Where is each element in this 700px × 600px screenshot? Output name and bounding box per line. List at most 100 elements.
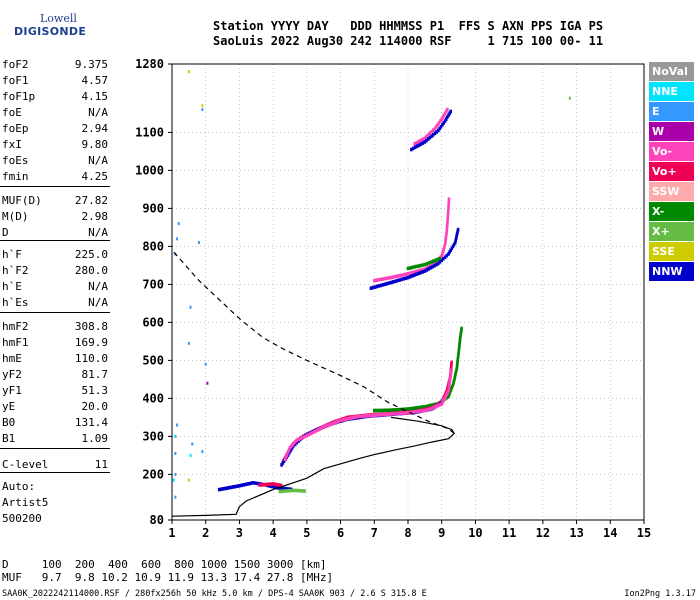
series-vo- xyxy=(258,482,283,488)
echo-point xyxy=(447,252,450,256)
param-row: M(D) 2.98 xyxy=(2,210,108,226)
echo-point xyxy=(197,241,200,245)
echo-point xyxy=(447,202,450,206)
series-x- xyxy=(568,96,571,100)
footer-muf-row: MUF 9.7 9.8 10.2 10.9 11.9 13.3 17.4 27.… xyxy=(2,571,334,584)
profile-extrapolation-line xyxy=(171,249,455,434)
echo-point xyxy=(428,403,431,408)
echo-point xyxy=(415,272,418,277)
echo-point xyxy=(251,481,255,485)
echo-point xyxy=(452,381,455,385)
y-tick-label: 400 xyxy=(142,391,164,405)
echo-point xyxy=(429,266,432,270)
echo-point xyxy=(413,145,417,150)
echo-point xyxy=(423,262,427,267)
echo-point xyxy=(396,274,399,278)
echo-point xyxy=(292,441,296,445)
echo-point xyxy=(440,254,443,258)
param-name: foE xyxy=(2,106,22,119)
echo-point xyxy=(423,140,427,144)
echo-point xyxy=(301,435,305,440)
electron-density-profile-line xyxy=(171,416,455,517)
echo-point xyxy=(277,483,281,487)
echo-point xyxy=(419,138,423,143)
echo-point xyxy=(454,236,458,241)
echo-point xyxy=(234,484,237,489)
y-tick-label: 1100 xyxy=(135,125,164,139)
echo-point xyxy=(447,199,451,204)
param-row: B1 1.09 xyxy=(2,432,108,448)
echo-point xyxy=(425,268,429,272)
echo-point xyxy=(455,234,458,238)
echo-point xyxy=(285,487,289,491)
echo-point xyxy=(450,385,454,390)
param-row: hmF2 308.8 xyxy=(2,320,108,336)
param-value: 308.8 xyxy=(74,320,108,333)
param-name: foEs xyxy=(2,154,29,167)
param-value: N/A xyxy=(88,296,108,309)
param-value: N/A xyxy=(88,226,108,239)
echo-point xyxy=(354,415,357,419)
param-name: hmF2 xyxy=(2,320,29,333)
echo-point xyxy=(432,128,435,132)
echo-point xyxy=(420,409,423,413)
echo-point xyxy=(275,485,278,490)
echo-point xyxy=(447,206,450,211)
echo-point xyxy=(400,277,403,282)
echo-point xyxy=(379,277,382,282)
echo-point xyxy=(375,284,379,289)
echo-point xyxy=(382,412,385,417)
param-row: D N/A xyxy=(2,226,108,242)
echo-point xyxy=(295,438,298,442)
param-row: hmF1 169.9 xyxy=(2,336,108,352)
echo-point xyxy=(375,413,378,417)
echo-point xyxy=(273,485,276,489)
echo-point xyxy=(284,455,288,460)
echo-point xyxy=(402,411,405,415)
echo-point xyxy=(383,282,387,286)
echo-point xyxy=(280,463,283,467)
echo-point xyxy=(398,273,401,278)
echo-point xyxy=(364,414,368,418)
series-vo- xyxy=(283,368,453,461)
echo-point xyxy=(356,414,359,419)
param-value: 225.0 xyxy=(74,248,108,261)
param-name: hmF1 xyxy=(2,336,29,349)
echo-point xyxy=(379,283,383,288)
echo-point xyxy=(422,408,425,413)
echo-point xyxy=(386,412,390,417)
echo-point xyxy=(455,364,459,368)
echo-point xyxy=(176,237,179,241)
echo-point xyxy=(456,357,460,362)
echo-point xyxy=(366,414,370,418)
echo-point xyxy=(445,227,449,231)
echo-point xyxy=(443,111,447,116)
echo-point xyxy=(439,124,443,129)
echo-point xyxy=(424,408,428,412)
echo-point xyxy=(324,424,328,428)
echo-point xyxy=(286,451,289,456)
echo-point xyxy=(449,370,453,375)
echo-point xyxy=(174,452,177,455)
echo-point xyxy=(449,375,452,379)
param-value: 110.0 xyxy=(74,352,108,365)
echo-point xyxy=(430,403,433,407)
echo-point xyxy=(460,329,463,333)
param-name: MUF(D) xyxy=(2,194,42,207)
echo-point xyxy=(406,272,410,276)
echo-point xyxy=(415,140,419,145)
echo-point xyxy=(442,247,445,251)
echo-point xyxy=(436,257,439,262)
series-x- xyxy=(278,488,306,494)
param-name: foF2 xyxy=(2,58,29,71)
param-row: foF1p 4.15 xyxy=(2,90,108,106)
echo-point xyxy=(389,408,393,412)
legend-item: SSE xyxy=(649,242,694,261)
x-tick-label: 13 xyxy=(569,526,583,540)
legend-item: W xyxy=(649,122,694,141)
param-value: 2.94 xyxy=(81,122,109,135)
echo-point xyxy=(439,119,442,123)
echo-point xyxy=(445,231,448,236)
param-row: yF1 51.3 xyxy=(2,384,108,400)
echo-point xyxy=(283,489,286,493)
